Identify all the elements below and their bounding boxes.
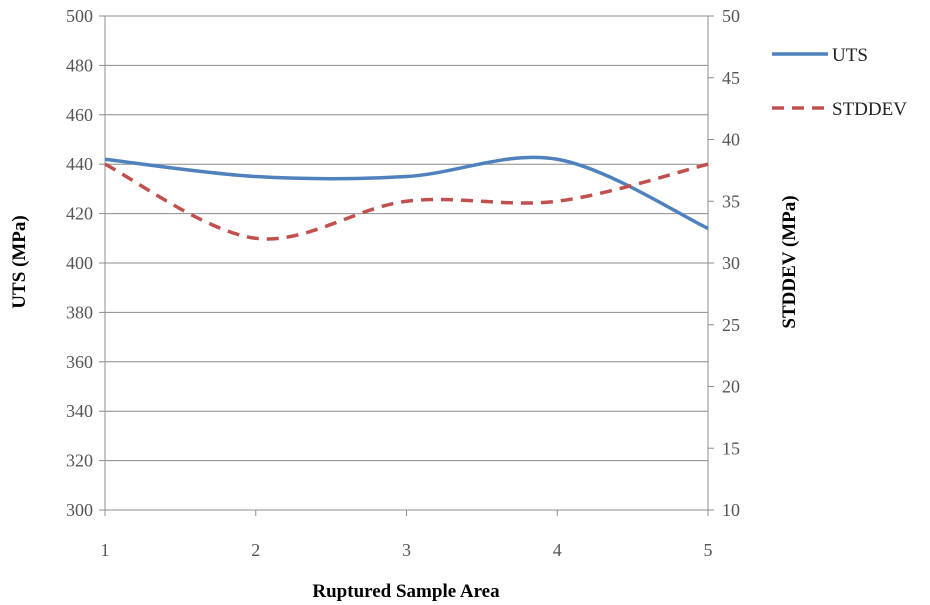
right-tick-label: 35 [722,191,740,211]
right-axis-title: STDDEV (MPa) [779,195,800,328]
left-tick-label: 360 [66,352,93,372]
left-tick-label: 480 [66,55,93,75]
series-line-stddev [104,162,709,241]
left-tick-label: 420 [66,204,93,224]
x-tick-label: 2 [251,540,260,560]
left-tick-label: 440 [66,154,93,174]
x-tick-label: 3 [402,540,411,560]
right-axis-ticks: 10 15 20 25 30 35 40 45 50 [708,6,740,520]
right-tick-label: 30 [722,253,740,273]
right-tick-label: 40 [722,130,740,150]
legend-label-uts: UTS [832,45,868,66]
left-tick-label: 400 [66,253,93,273]
right-tick-label: 20 [722,377,740,397]
series-lines [104,155,709,241]
series-line-uts [104,155,709,231]
grid-lines [105,15,708,511]
x-tick-label: 5 [704,540,713,560]
left-axis-title: UTS (MPa) [9,215,30,308]
left-tick-label: 460 [66,105,93,125]
x-axis-title: Ruptured Sample Area [312,581,500,602]
right-tick-label: 25 [722,315,740,335]
x-tick-label: 4 [553,540,562,560]
legend: UTS STDDEV [772,45,907,120]
x-axis-ticks: 1 2 3 4 5 [101,510,713,560]
left-tick-label: 380 [66,302,93,322]
left-tick-label: 300 [66,500,93,520]
legend-label-stddev: STDDEV [832,99,907,120]
x-tick-label: 1 [101,540,110,560]
right-tick-label: 50 [722,6,740,26]
left-tick-label: 340 [66,401,93,421]
right-tick-label: 15 [722,438,740,458]
left-tick-label: 320 [66,451,93,471]
left-tick-label: 500 [66,6,93,26]
right-tick-label: 10 [722,500,740,520]
right-tick-label: 45 [722,68,740,88]
left-axis-ticks: 300 320 340 360 380 400 420 440 460 480 500 [66,6,105,520]
